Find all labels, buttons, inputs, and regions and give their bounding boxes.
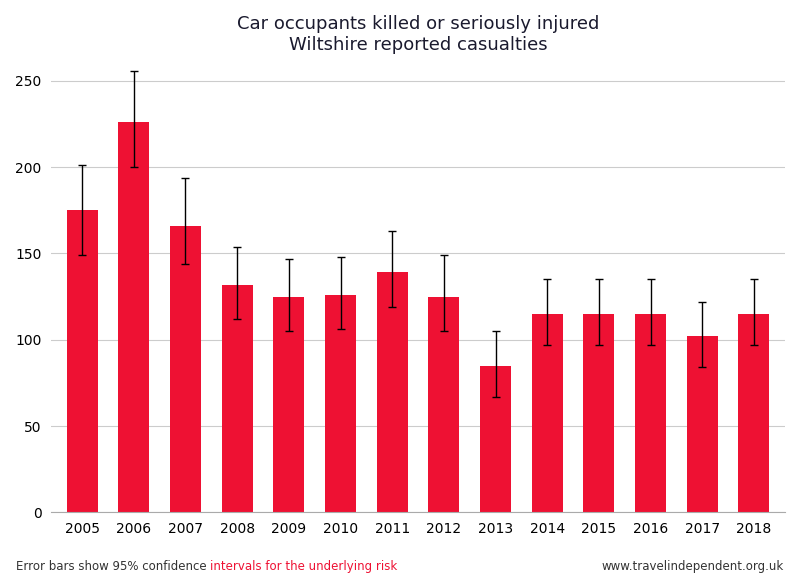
Text: www.travelindependent.org.uk: www.travelindependent.org.uk <box>602 560 784 573</box>
Title: Car occupants killed or seriously injured
Wiltshire reported casualties: Car occupants killed or seriously injure… <box>237 15 599 54</box>
Bar <box>687 336 718 512</box>
Bar <box>222 285 253 512</box>
Bar <box>480 365 511 512</box>
Bar <box>738 314 770 512</box>
Bar <box>635 314 666 512</box>
Bar <box>170 226 201 512</box>
Bar <box>377 273 408 512</box>
Bar <box>118 122 150 512</box>
Bar <box>583 314 614 512</box>
Bar <box>428 296 459 512</box>
Text: Error bars show 95% confidence: Error bars show 95% confidence <box>16 560 210 573</box>
Bar <box>66 211 98 512</box>
Bar <box>532 314 562 512</box>
Bar <box>325 295 356 512</box>
Bar <box>274 296 304 512</box>
Text: intervals for the underlying risk: intervals for the underlying risk <box>210 560 398 573</box>
